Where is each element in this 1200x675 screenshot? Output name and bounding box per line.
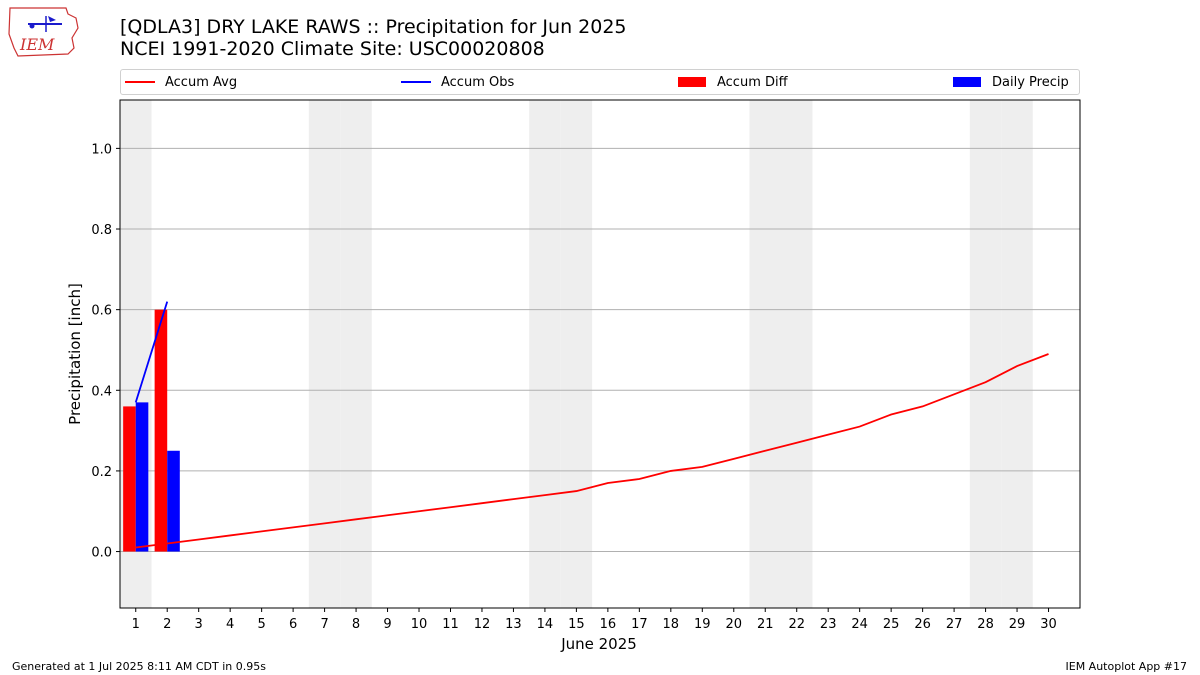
y-tick-label: 0.2 <box>91 465 112 480</box>
x-tick-label: 20 <box>725 617 742 632</box>
weekend-band <box>308 100 341 608</box>
footer-app: IEM Autoplot App #17 <box>1065 660 1188 673</box>
footer-generated: Generated at 1 Jul 2025 8:11 AM CDT in 0… <box>12 660 266 673</box>
x-tick-label: 28 <box>977 617 994 632</box>
chart-legend: Accum Avg Accum Obs Accum Diff Daily Pre… <box>120 69 1080 95</box>
weekend-band <box>749 100 781 608</box>
x-tick-label: 3 <box>195 617 203 632</box>
x-tick-label: 15 <box>568 617 585 632</box>
y-tick-label: 1.0 <box>91 142 112 157</box>
accum-avg-line <box>135 353 1049 549</box>
x-tick-label: 5 <box>257 617 265 632</box>
x-tick-label: 12 <box>474 617 491 632</box>
legend-item-daily-precip: Daily Precip <box>953 70 1069 94</box>
y-tick-label: 0.4 <box>91 384 112 399</box>
x-tick-label: 25 <box>883 617 900 632</box>
plot-frame <box>119 99 1081 609</box>
title-line-1: [QDLA3] DRY LAKE RAWS :: Precipitation f… <box>120 16 627 38</box>
iem-logo: IEM <box>6 4 82 60</box>
x-tick-label: 6 <box>289 617 297 632</box>
legend-swatch-accum-avg <box>125 81 155 83</box>
logo-text: IEM <box>19 35 55 54</box>
accum-obs-line <box>134 301 169 403</box>
x-tick-label: 17 <box>631 617 648 632</box>
y-tick-label: 0.8 <box>91 223 112 238</box>
x-tick-label: 24 <box>851 617 868 632</box>
x-tick-label: 1 <box>132 617 140 632</box>
weekend-band <box>560 100 593 608</box>
accum-diff-bar <box>123 406 136 552</box>
x-tick-label: 14 <box>537 617 554 632</box>
legend-swatch-accum-obs <box>401 81 431 83</box>
legend-label-accum-diff: Accum Diff <box>717 74 788 90</box>
weekend-band <box>780 100 813 608</box>
title-line-2: NCEI 1991-2020 Climate Site: USC00020808 <box>120 38 545 60</box>
x-tick-label: 27 <box>946 617 963 632</box>
y-tick-label: 0.6 <box>91 304 112 319</box>
x-tick-label: 16 <box>600 617 617 632</box>
daily-precip-bar <box>167 450 180 552</box>
x-tick-label: 4 <box>226 617 234 632</box>
weekend-band <box>969 100 1002 608</box>
legend-label-accum-obs: Accum Obs <box>441 74 515 90</box>
x-tick-label: 9 <box>383 617 391 632</box>
legend-item-accum-diff: Accum Diff <box>678 70 788 94</box>
iem-logo-icon: IEM <box>8 7 79 57</box>
x-tick-label: 29 <box>1009 617 1026 632</box>
legend-label-daily-precip: Daily Precip <box>992 74 1069 90</box>
daily-precip-bar <box>135 402 149 552</box>
x-tick-label: 8 <box>352 617 360 632</box>
y-axis-label: Precipitation [inch] <box>66 283 84 425</box>
x-tick-label: 30 <box>1040 617 1057 632</box>
x-tick-label: 10 <box>411 617 428 632</box>
x-tick-label: 11 <box>442 617 459 632</box>
y-tick-label: 0.0 <box>91 546 112 561</box>
x-tick-label: 7 <box>320 617 328 632</box>
weekend-band <box>1001 100 1033 608</box>
legend-item-accum-avg: Accum Avg <box>125 70 237 94</box>
accum-diff-bar <box>154 309 168 552</box>
x-tick-label: 13 <box>505 617 522 632</box>
x-tick-label: 22 <box>788 617 805 632</box>
x-tick-label: 19 <box>694 617 711 632</box>
legend-label-accum-avg: Accum Avg <box>165 74 238 90</box>
legend-swatch-daily-precip <box>953 77 981 87</box>
legend-item-accum-obs: Accum Obs <box>401 70 514 94</box>
x-tick-label: 23 <box>820 617 837 632</box>
x-axis-label: June 2025 <box>560 635 637 653</box>
weekend-band <box>529 100 561 608</box>
x-tick-label: 2 <box>163 617 171 632</box>
legend-swatch-accum-diff <box>678 77 706 87</box>
chart-title: [QDLA3] DRY LAKE RAWS :: Precipitation f… <box>120 16 627 60</box>
x-tick-label: 26 <box>914 617 931 632</box>
weekend-band <box>340 100 372 608</box>
x-tick-label: 18 <box>663 617 680 632</box>
x-tick-label: 21 <box>757 617 774 632</box>
